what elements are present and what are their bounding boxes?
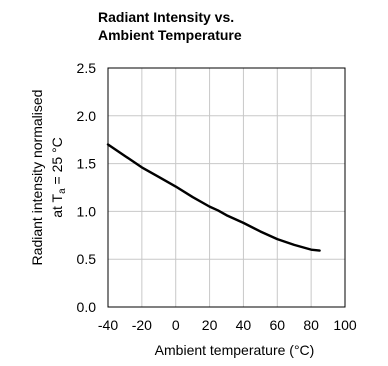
y-axis-label-subscript: a bbox=[57, 188, 68, 194]
x-tick-label: 0 bbox=[172, 317, 180, 333]
plot-frame bbox=[107, 67, 346, 308]
series-line bbox=[106, 143, 321, 252]
x-tick-label: -40 bbox=[98, 317, 118, 333]
chart-title-line-1: Radiant Intensity vs. bbox=[98, 9, 235, 25]
y-tick-label: 2.5 bbox=[77, 60, 97, 76]
y-tick-label: 0.0 bbox=[77, 299, 97, 315]
x-tick-label: 100 bbox=[333, 317, 357, 333]
x-tick-label: 40 bbox=[236, 317, 252, 333]
y-tick-label: 2.0 bbox=[77, 108, 97, 124]
chart-title: Radiant Intensity vs. Ambient Temperatur… bbox=[98, 8, 242, 44]
y-axis-label-line-1: Radiant intensity normalised bbox=[29, 90, 45, 266]
y-axis-label: Radiant intensity normalised at Ta = 25 … bbox=[29, 90, 68, 266]
y-axis-label-prefix: at T bbox=[49, 193, 65, 217]
x-tick-label: 20 bbox=[202, 317, 218, 333]
y-axis-label-suffix: = 25 °C bbox=[49, 137, 65, 188]
y-tick-labels: 0.0 0.5 1.0 1.5 2.0 2.5 bbox=[77, 60, 97, 315]
x-axis-label: Ambient temperature (°C) bbox=[155, 342, 315, 358]
grid bbox=[107, 67, 346, 308]
x-tick-labels: -40 -20 0 20 40 60 80 100 bbox=[98, 317, 357, 333]
y-tick-label: 1.0 bbox=[77, 203, 97, 219]
x-tick-label: 60 bbox=[269, 317, 285, 333]
y-tick-label: 1.5 bbox=[77, 156, 97, 172]
chart-title-line-2: Ambient Temperature bbox=[98, 27, 242, 43]
y-tick-label: 0.5 bbox=[77, 251, 97, 267]
x-tick-label: 80 bbox=[303, 317, 319, 333]
x-tick-label: -20 bbox=[132, 317, 152, 333]
y-axis-label-line-2: at Ta = 25 °C bbox=[49, 137, 68, 218]
